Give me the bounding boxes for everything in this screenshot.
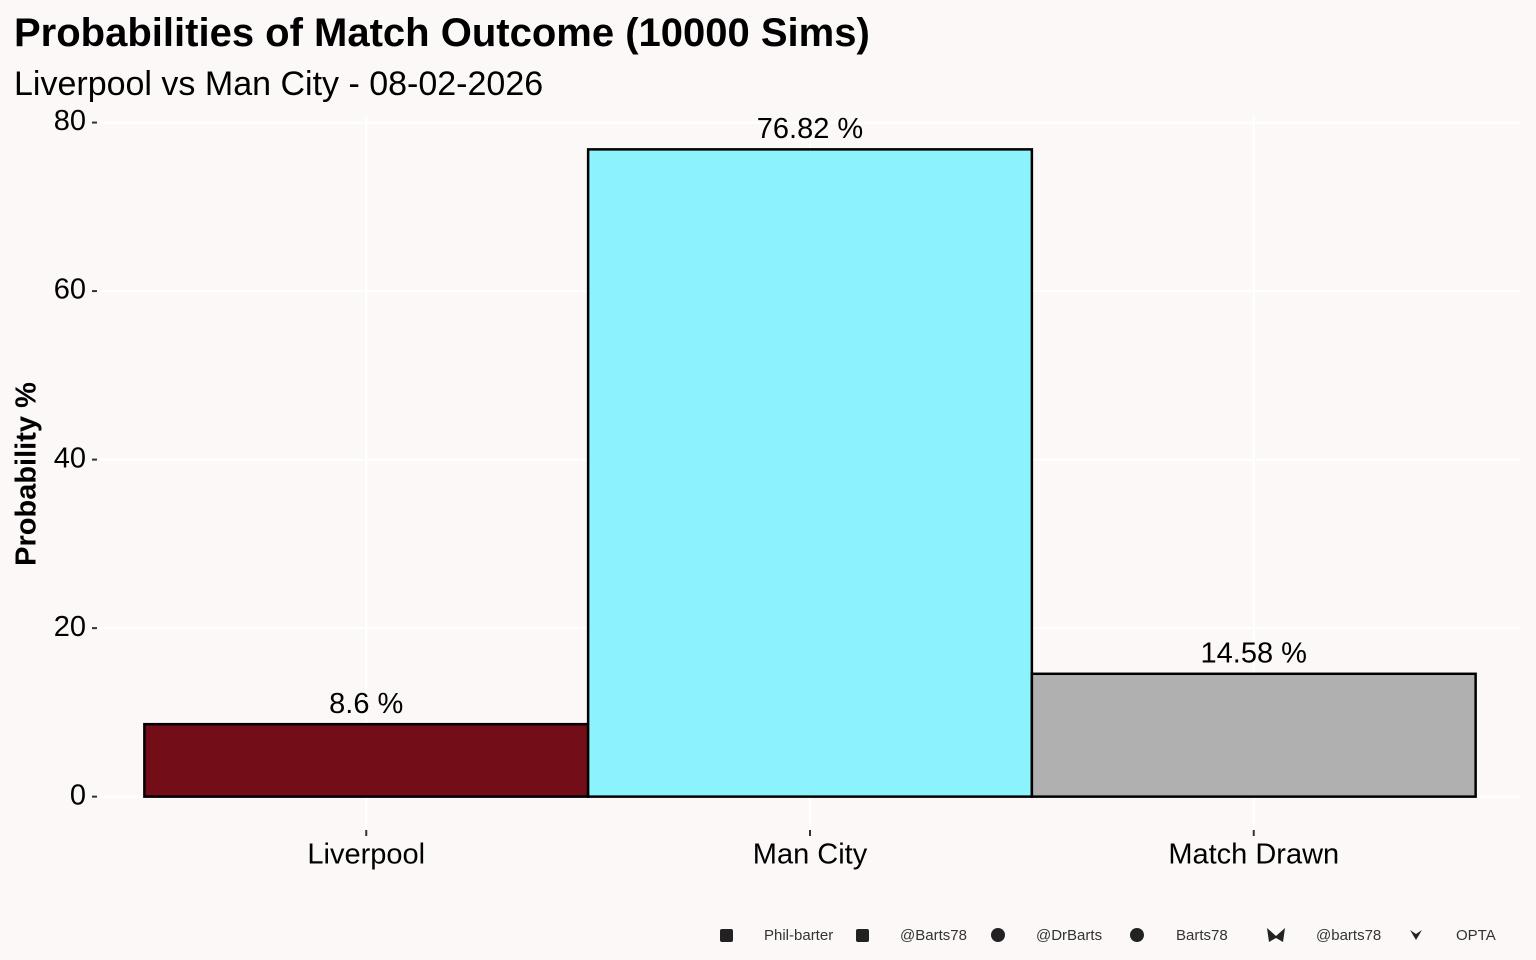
github-icon xyxy=(1130,928,1144,942)
caption-text: @barts78 xyxy=(1316,927,1381,944)
caption-text: OPTA xyxy=(1456,927,1496,944)
bar xyxy=(1030,672,1477,798)
y-tick-label: 0 xyxy=(70,779,86,811)
caption-text: @Barts78 xyxy=(900,927,967,944)
caption-text: Phil-barter xyxy=(764,927,833,944)
x-tick-label: Man City xyxy=(753,839,868,871)
chart-title: Probabilities of Match Outcome (10000 Si… xyxy=(14,11,870,55)
y-tick-label: 80 xyxy=(54,105,86,137)
chart-subtitle: Liverpool vs Man City - 08-02-2026 xyxy=(14,65,543,103)
y-tick-label: 60 xyxy=(54,274,86,306)
caption-text: @DrBarts xyxy=(1036,927,1102,944)
value-label: 14.58 % xyxy=(1201,637,1307,669)
value-label: 76.82 % xyxy=(757,113,863,145)
y-tick-label: 20 xyxy=(54,611,86,643)
y-axis-label: Probability % xyxy=(11,382,43,566)
y-tick-label: 40 xyxy=(54,442,86,474)
x-tick-label: Liverpool xyxy=(307,839,425,871)
bar xyxy=(586,148,1034,798)
value-label: 8.6 % xyxy=(329,688,403,720)
mastodon-icon xyxy=(991,928,1005,942)
dropbox-icon xyxy=(1410,930,1422,940)
caption-icons xyxy=(720,928,1422,942)
bar xyxy=(143,722,590,798)
linkedin-icon xyxy=(720,929,733,942)
x-icon xyxy=(856,929,869,942)
bluesky-icon xyxy=(1267,928,1285,942)
caption-text: Barts78 xyxy=(1176,927,1228,944)
x-tick-label: Match Drawn xyxy=(1168,839,1339,871)
